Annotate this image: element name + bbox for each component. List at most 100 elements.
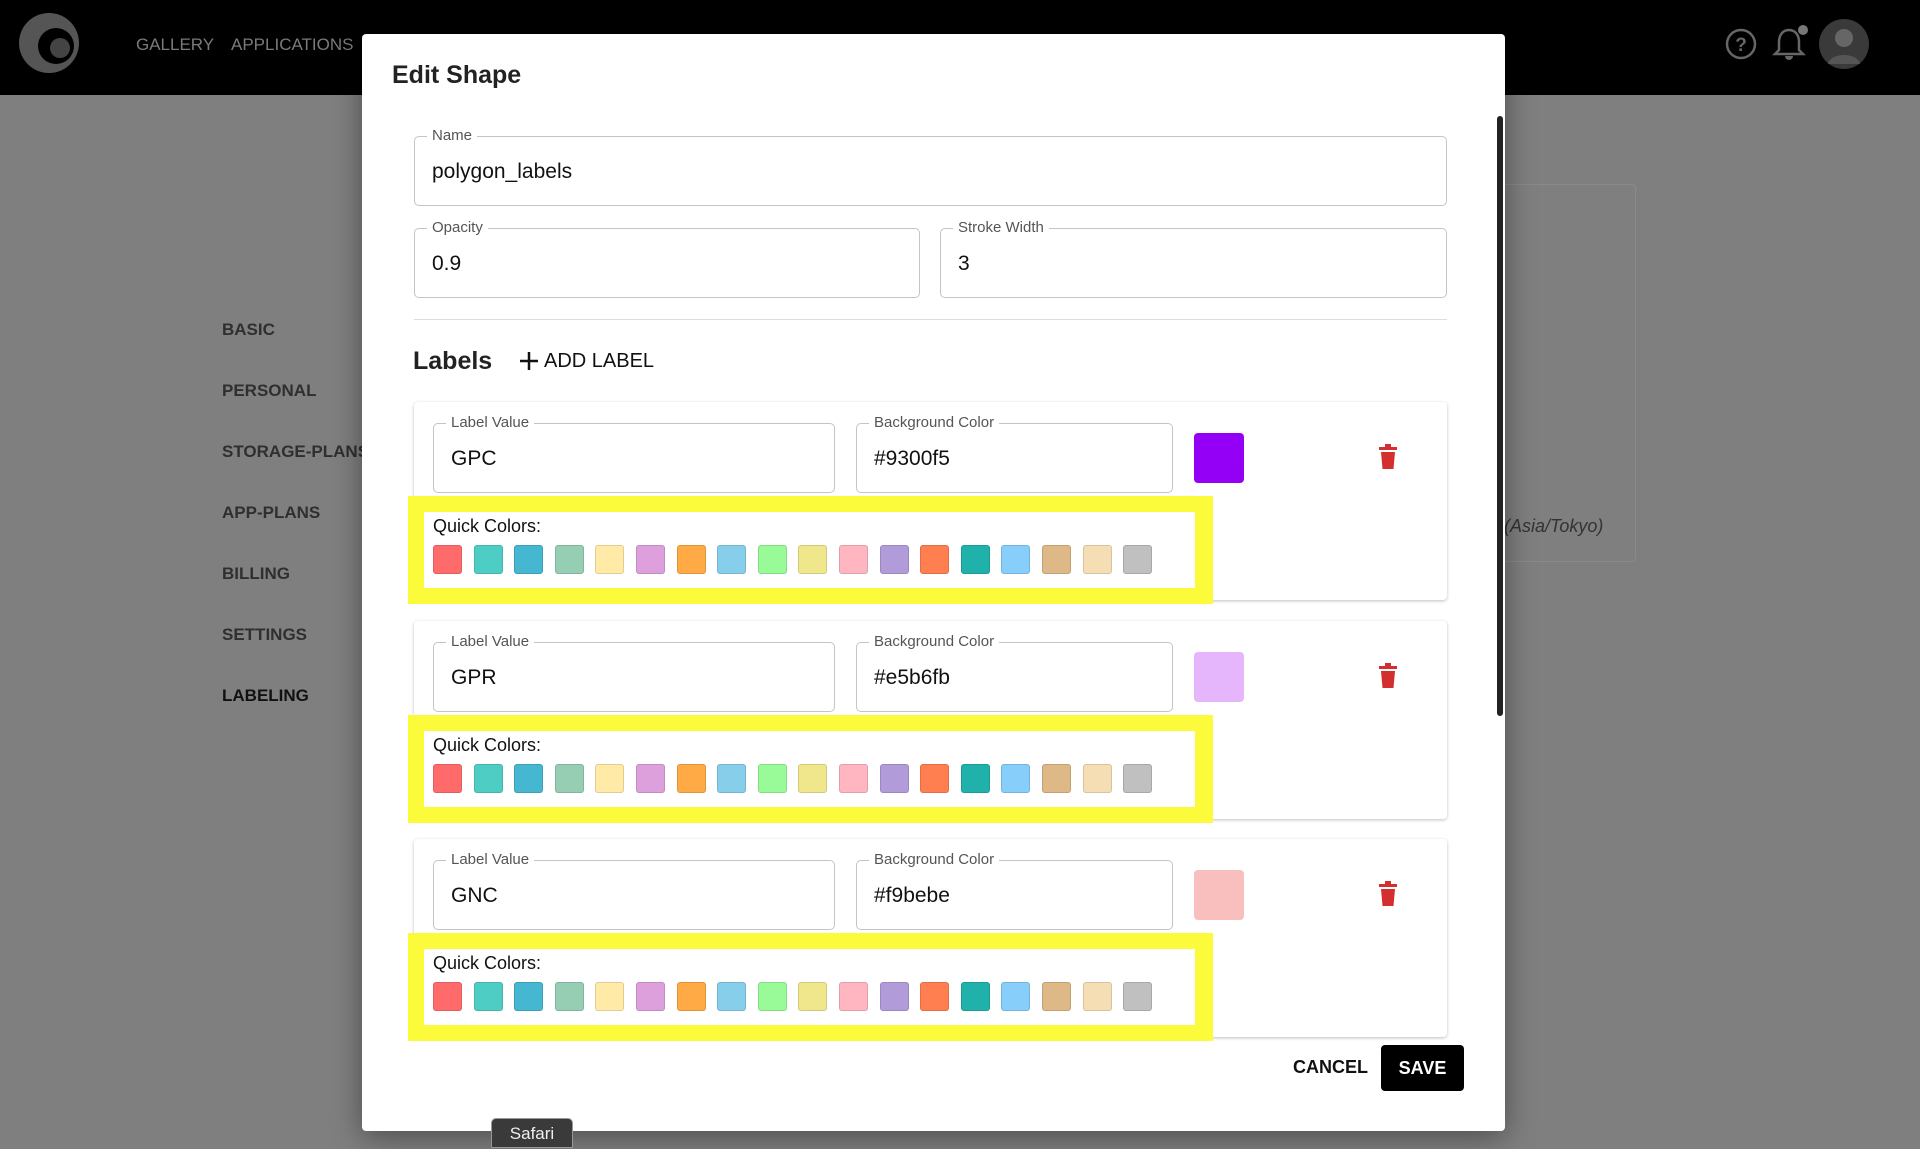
sidebar-item[interactable]: LABELING xyxy=(222,686,309,705)
quick-color-swatch[interactable] xyxy=(839,545,868,574)
quick-color-swatch[interactable] xyxy=(798,763,828,793)
quick-color-swatch[interactable] xyxy=(798,545,828,574)
quick-color-swatch[interactable] xyxy=(514,982,544,1011)
field-label: Label Value xyxy=(446,851,535,868)
quick-color-swatch[interactable] xyxy=(1123,982,1153,1011)
quick-colors-label: Quick Colors: xyxy=(433,516,542,536)
quick-color-swatch[interactable] xyxy=(1082,545,1112,574)
quick-color-swatch[interactable] xyxy=(1082,763,1112,793)
quick-color-swatch[interactable] xyxy=(920,763,950,793)
quick-color-swatch[interactable] xyxy=(920,545,950,574)
quick-color-swatch[interactable] xyxy=(839,982,868,1011)
quick-color-swatch[interactable] xyxy=(1001,982,1031,1011)
opacity-field[interactable]: Opacity 0.9 xyxy=(414,219,920,298)
timezone-text: / (Asia/Tokyo) xyxy=(1494,516,1604,536)
field-label: Opacity xyxy=(427,219,488,236)
logo[interactable] xyxy=(16,10,82,76)
quick-color-swatch[interactable] xyxy=(717,763,747,793)
field-value: 3 xyxy=(958,252,970,275)
field-label: Label Value xyxy=(446,414,535,431)
quick-color-swatch[interactable] xyxy=(960,763,990,793)
quick-color-swatch[interactable] xyxy=(473,982,503,1011)
quick-color-swatch[interactable] xyxy=(1042,763,1071,793)
delete-button[interactable] xyxy=(1377,444,1399,470)
quick-color-swatch[interactable] xyxy=(433,982,462,1011)
quick-color-swatch[interactable] xyxy=(554,763,584,793)
quick-color-swatch[interactable] xyxy=(514,763,544,793)
sidebar-item[interactable]: SETTINGS xyxy=(222,625,308,644)
delete-button[interactable] xyxy=(1377,662,1399,689)
quick-color-swatch[interactable] xyxy=(920,982,950,1011)
field-value: GPR xyxy=(451,665,497,689)
quick-color-swatch[interactable] xyxy=(1001,545,1031,574)
quick-color-swatch[interactable] xyxy=(676,763,706,793)
trash-icon xyxy=(1379,444,1397,469)
quick-color-swatch[interactable] xyxy=(554,545,584,574)
cancel-button[interactable]: CANCEL xyxy=(1293,1057,1368,1077)
background-color-field[interactable]: Background Color #f9bebe xyxy=(856,851,1173,930)
quick-color-swatch[interactable] xyxy=(676,982,706,1011)
button-text: SAVE xyxy=(1398,1057,1447,1078)
quick-color-swatch[interactable] xyxy=(960,982,990,1011)
delete-button[interactable] xyxy=(1377,881,1399,907)
quick-color-swatch[interactable] xyxy=(433,545,462,574)
field-value: #e5b6fb xyxy=(874,665,950,689)
label-value-field[interactable]: Label Value GPC xyxy=(433,414,835,493)
quick-color-swatch[interactable] xyxy=(717,982,747,1011)
avatar[interactable] xyxy=(1818,18,1870,70)
scrollbar[interactable] xyxy=(1497,116,1503,716)
sidebar-item[interactable]: PERSONAL xyxy=(222,381,317,400)
quick-color-swatch[interactable] xyxy=(1082,982,1112,1011)
quick-color-swatch[interactable] xyxy=(595,545,625,574)
nav-item[interactable]: GALLERY xyxy=(136,35,215,54)
stroke-width-field[interactable]: Stroke Width 3 xyxy=(940,219,1447,298)
quick-colors-label: Quick Colors: xyxy=(433,734,542,755)
quick-color-swatch[interactable] xyxy=(676,545,706,574)
quick-color-swatch[interactable] xyxy=(757,763,787,793)
quick-color-swatch[interactable] xyxy=(879,982,909,1011)
plus-icon xyxy=(520,352,538,370)
sidebar-item[interactable]: BASIC xyxy=(222,320,275,339)
name-field[interactable]: Name polygon_labels xyxy=(414,127,1447,206)
quick-color-swatch[interactable] xyxy=(1123,545,1153,574)
sidebar-item[interactable]: APP-PLANS xyxy=(222,503,321,522)
quick-color-swatch[interactable] xyxy=(757,982,787,1011)
sidebar-item[interactable]: STORAGE-PLANS xyxy=(222,442,370,461)
quick-color-swatch[interactable] xyxy=(595,763,625,793)
field-value: GNC xyxy=(451,884,498,907)
quick-color-swatch[interactable] xyxy=(514,545,544,574)
quick-color-swatch[interactable] xyxy=(595,982,625,1011)
quick-color-swatch[interactable] xyxy=(554,982,584,1011)
nav-item[interactable]: APPLICATIONS xyxy=(231,35,354,54)
quick-color-swatch[interactable] xyxy=(1042,545,1071,574)
field-value: polygon_labels xyxy=(432,160,573,183)
quick-color-swatch[interactable] xyxy=(1123,763,1153,793)
label-value-field[interactable]: Label Value GPR xyxy=(433,632,835,712)
sidebar-item[interactable]: BILLING xyxy=(222,564,290,583)
background-color-field[interactable]: Background Color #9300f5 xyxy=(856,414,1173,493)
quick-color-swatch[interactable] xyxy=(636,982,665,1011)
quick-color-swatch[interactable] xyxy=(879,545,909,574)
quick-color-swatch[interactable] xyxy=(717,545,747,574)
quick-color-swatch[interactable] xyxy=(798,982,828,1011)
quick-color-swatch[interactable] xyxy=(1042,982,1071,1011)
quick-color-swatch[interactable] xyxy=(960,545,990,574)
quick-color-swatch[interactable] xyxy=(473,763,503,793)
quick-color-swatch[interactable] xyxy=(757,545,787,574)
quick-color-swatch[interactable] xyxy=(636,545,665,574)
label-value-field[interactable]: Label Value GNC xyxy=(433,851,835,930)
quick-color-swatch[interactable] xyxy=(636,763,665,793)
background-color-field[interactable]: Background Color #e5b6fb xyxy=(856,632,1173,712)
add-label-button[interactable]: ADD LABEL xyxy=(518,348,654,374)
color-preview xyxy=(1194,433,1244,483)
save-button[interactable]: SAVE xyxy=(1381,1045,1464,1091)
field-label: Background Color xyxy=(869,632,1000,650)
quick-color-swatch[interactable] xyxy=(473,545,503,574)
quick-color-swatch[interactable] xyxy=(879,763,909,793)
help-icon[interactable]: ? xyxy=(1724,27,1758,61)
quick-color-swatch[interactable] xyxy=(839,763,868,793)
quick-color-swatch[interactable] xyxy=(1001,763,1031,793)
quick-color-swatch[interactable] xyxy=(433,763,462,793)
notification-icon[interactable] xyxy=(1772,24,1810,64)
